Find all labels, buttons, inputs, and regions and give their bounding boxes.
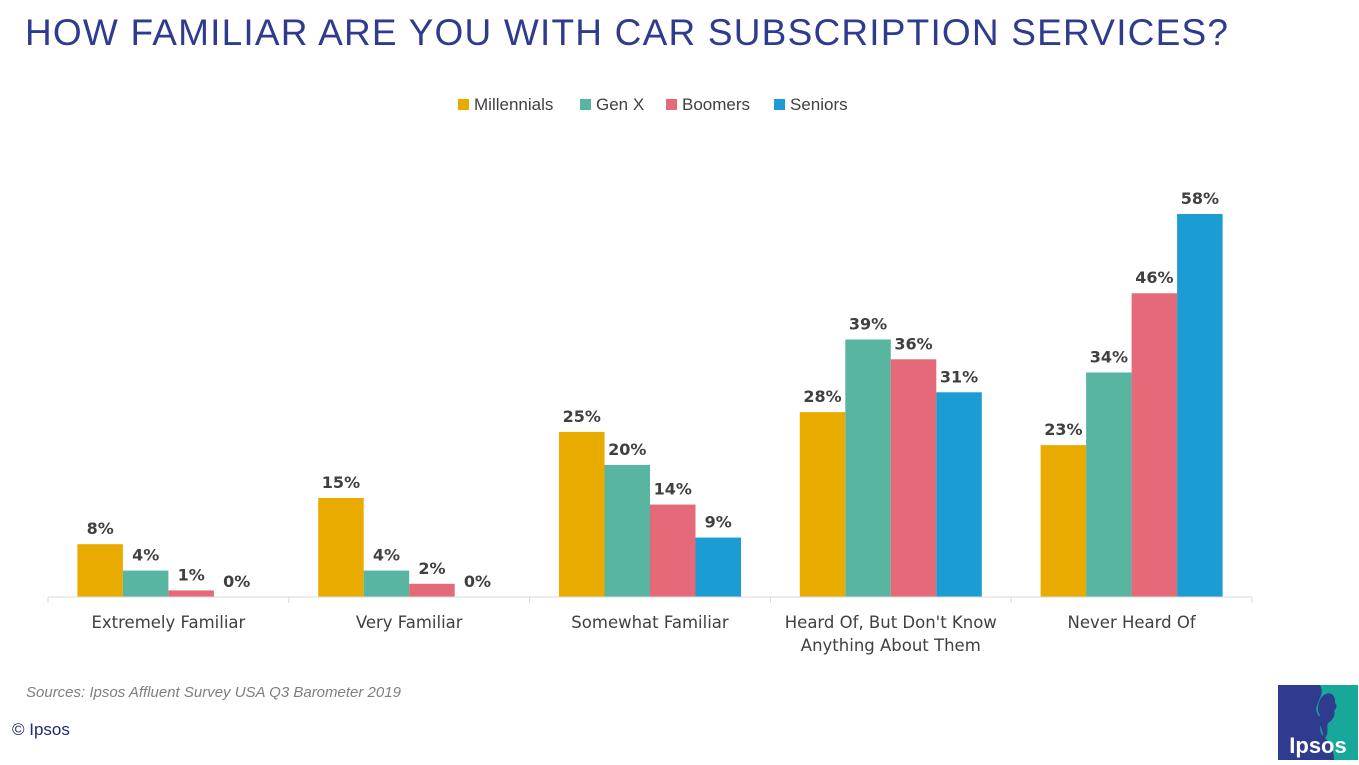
category-label-1: Very Familiar bbox=[356, 613, 463, 632]
bar-4-1 bbox=[1086, 372, 1132, 597]
logo-text: Ipsos bbox=[1289, 733, 1346, 758]
category-label-3: Heard Of, But Don't Know Anything About T… bbox=[785, 613, 997, 655]
value-label-3-1: 39% bbox=[849, 314, 887, 333]
legend-swatch-1 bbox=[580, 99, 591, 110]
value-label-4-1: 34% bbox=[1090, 347, 1128, 366]
bar-4-2 bbox=[1131, 293, 1178, 597]
value-label-2-0: 25% bbox=[563, 407, 601, 426]
value-label-3-2: 36% bbox=[894, 334, 932, 353]
value-label-1-0: 15% bbox=[322, 473, 360, 492]
value-label-4-2: 46% bbox=[1135, 268, 1173, 287]
category-label-2: Somewhat Familiar bbox=[571, 613, 729, 632]
bar-3-2 bbox=[890, 359, 937, 597]
chart-legend: Millennials Gen X Boomers Seniors bbox=[458, 95, 848, 114]
chart-value-labels: 8% 4% 1% 0% 15% 4% 2% 0% 25% 20% 14% 9% 28% 39% 36% 31%… bbox=[87, 189, 1219, 591]
value-label-2-1: 20% bbox=[608, 440, 646, 459]
value-label-4-3: 58% bbox=[1181, 189, 1219, 208]
bar-4-3 bbox=[1177, 214, 1223, 597]
bar-2-2 bbox=[650, 504, 696, 597]
bar-1-0 bbox=[318, 497, 364, 597]
legend-swatch-3 bbox=[774, 99, 785, 110]
legend-label-2: Boomers bbox=[682, 95, 750, 114]
bar-3-3 bbox=[936, 392, 982, 597]
value-label-3-0: 28% bbox=[803, 387, 841, 406]
copyright-notice: © Ipsos bbox=[12, 720, 70, 739]
bar-2-0 bbox=[559, 431, 605, 597]
chart-bars bbox=[77, 214, 1223, 597]
bar-3-1 bbox=[845, 339, 891, 597]
value-label-0-1: 4% bbox=[132, 546, 159, 565]
legend-label-1: Gen X bbox=[596, 95, 644, 114]
value-label-2-2: 14% bbox=[654, 480, 692, 499]
legend-label-0: Millennials bbox=[474, 95, 553, 114]
value-label-1-2: 2% bbox=[418, 559, 445, 578]
bar-0-2 bbox=[168, 590, 214, 597]
category-label-4: Never Heard Of bbox=[1068, 613, 1197, 632]
source-note: Sources: Ipsos Affluent Survey USA Q3 Ba… bbox=[26, 684, 401, 701]
ipsos-logo: Ipsos bbox=[1278, 685, 1358, 760]
page-title: HOW FAMILIAR ARE YOU WITH CAR SUBSCRIPTI… bbox=[25, 12, 1230, 53]
value-label-0-3: 0% bbox=[223, 572, 250, 591]
value-label-0-2: 1% bbox=[178, 565, 205, 584]
bar-chart: Millennials Gen X Boomers Seniors 8% 4% 1% 0% 1… bbox=[47, 95, 1253, 655]
legend-swatch-0 bbox=[458, 99, 469, 110]
bar-1-2 bbox=[409, 583, 455, 597]
bar-0-1 bbox=[122, 570, 169, 597]
legend-swatch-2 bbox=[666, 99, 677, 110]
bar-1-1 bbox=[363, 570, 410, 597]
bar-2-3 bbox=[695, 537, 741, 597]
bar-2-1 bbox=[604, 464, 650, 597]
chart-category-labels: Extremely Familiar Very Familiar Somewhat … bbox=[91, 613, 1196, 655]
category-label-0: Extremely Familiar bbox=[91, 613, 245, 632]
bar-3-0 bbox=[799, 412, 846, 597]
value-label-1-1: 4% bbox=[373, 546, 400, 565]
value-label-3-3: 31% bbox=[940, 367, 978, 386]
value-label-1-3: 0% bbox=[464, 572, 491, 591]
value-label-2-3: 9% bbox=[705, 513, 732, 532]
chart-x-axis bbox=[47, 596, 1253, 603]
bar-4-0 bbox=[1040, 445, 1087, 597]
value-label-4-0: 23% bbox=[1044, 420, 1082, 439]
value-label-0-0: 8% bbox=[87, 519, 114, 538]
bar-0-0 bbox=[77, 544, 123, 597]
ipsos-logo-icon: Ipsos bbox=[1278, 685, 1358, 760]
legend-label-3: Seniors bbox=[790, 95, 848, 114]
